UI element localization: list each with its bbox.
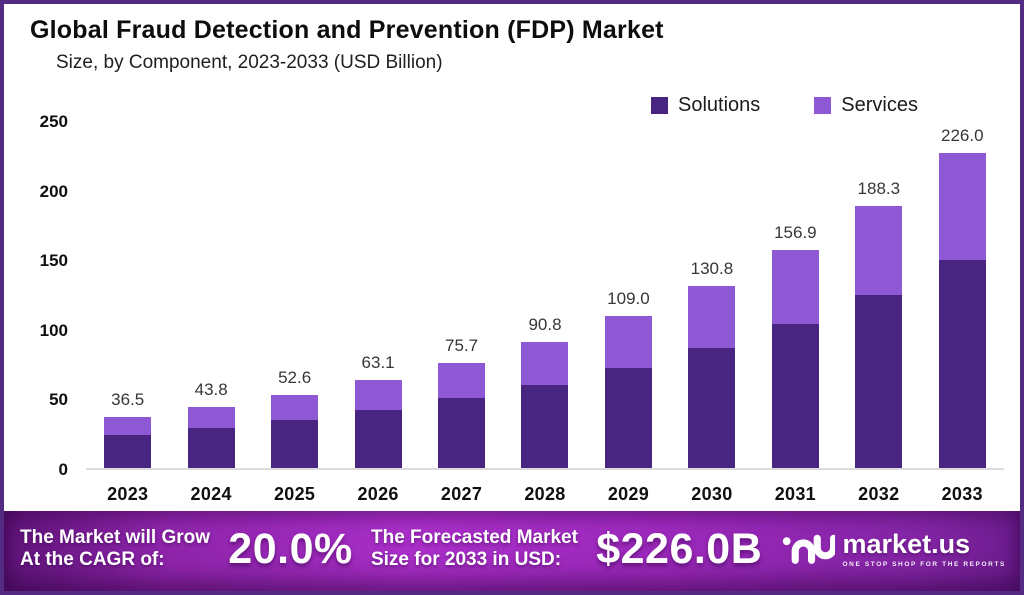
bar-value-label: 130.8 (690, 259, 734, 279)
bar-segment-services-2032 (855, 205, 903, 295)
bar-value-label: 90.8 (528, 314, 562, 334)
plot-area: 36.5 43.8 52.6 63.1 75.7 90.8 109.0 130.8 156.9 1… (86, 122, 1004, 470)
x-axis-label-2033: 2033 (941, 484, 983, 504)
bar-group-2029: 109.0 (587, 122, 670, 468)
bar-segment-solutions-2033 (938, 260, 986, 468)
bar-value-label: 188.3 (857, 178, 901, 198)
chart-subtitle: Size, by Component, 2023-2033 (USD Billi… (56, 52, 443, 73)
bar-segment-services-2028 (521, 341, 569, 385)
y-axis-tick-label: 100 (39, 320, 68, 340)
chart-panel: Global Fraud Detection and Prevention (F… (4, 16, 1020, 527)
forecast-intro-line2: Size for 2033 in USD: (370, 549, 562, 570)
bar-group-2028: 90.8 (503, 122, 586, 468)
bar-segment-solutions-2026 (354, 410, 402, 468)
cagr-value: 20.0% (228, 524, 353, 573)
bar-segment-services-2026 (354, 380, 402, 411)
x-axis-label-2025: 2025 (274, 484, 316, 504)
y-axis-tick-label: 250 (39, 112, 68, 131)
y-axis-tick-label: 50 (49, 390, 68, 410)
bar-segment-services-2027 (438, 362, 486, 399)
bar-group-2031: 156.9 (754, 122, 837, 468)
x-axis-label-2030: 2030 (691, 484, 733, 504)
bar-segment-solutions-2029 (604, 367, 652, 468)
bar-segment-solutions-2032 (855, 295, 903, 468)
cagr-intro-line1: The Market will Grow (20, 526, 211, 548)
legend-item-label: Services (841, 94, 918, 116)
cagr-intro-line2: At the CAGR of: (20, 549, 165, 570)
chart-legend: Solutions Services (651, 94, 918, 117)
y-axis-tick-label: 0 (58, 460, 68, 479)
x-axis-label-2029: 2029 (607, 484, 650, 504)
legend-item-solutions: Solutions (651, 94, 760, 117)
brand-logo: market.us ONE STOP SHOP FOR THE REPORTS (781, 527, 1006, 571)
footer-banner: The Market will Grow At the CAGR of: 20.… (4, 511, 1020, 591)
bar-value-label: 63.1 (361, 353, 395, 373)
bar-segment-solutions-2024 (187, 427, 235, 468)
y-axis-tick-label: 150 (39, 251, 68, 271)
legend-swatch (814, 97, 832, 114)
bar-value-label: 109.0 (607, 289, 650, 309)
x-axis: 2023 2024 2025 2026 2027 2028 2029 2030 2031 2032… (86, 484, 1004, 505)
bar-group-2033: 226.0 (921, 122, 1004, 468)
bar-group-2024: 43.8 (169, 122, 252, 468)
bar-segment-services-2030 (688, 286, 736, 348)
bar-segment-services-2024 (187, 407, 235, 428)
cagr-intro-text: The Market will Grow At the CAGR of: (20, 527, 210, 572)
x-axis-label-2027: 2027 (440, 484, 483, 504)
x-axis-label-2026: 2026 (357, 484, 399, 504)
bar-segment-services-2023 (104, 417, 152, 435)
bar-segment-solutions-2025 (271, 419, 319, 468)
legend-item-label: Solutions (678, 94, 761, 116)
bar-segment-solutions-2030 (688, 347, 736, 468)
bar-segment-services-2025 (271, 394, 319, 420)
bar-segment-services-2029 (604, 316, 652, 368)
bar-segment-solutions-2027 (438, 398, 486, 468)
x-axis-label-2023: 2023 (107, 484, 149, 504)
bar-group-2030: 130.8 (670, 122, 753, 468)
brand-name: market.us (842, 528, 971, 559)
legend-item-services: Services (814, 94, 918, 117)
bar-segment-services-2031 (771, 249, 819, 324)
marketus-mark-icon (782, 534, 835, 564)
x-axis-label-2031: 2031 (774, 484, 816, 504)
bar-segment-solutions-2023 (104, 434, 152, 468)
bar-value-label: 226.0 (940, 126, 984, 146)
bar-segment-services-2033 (938, 153, 986, 261)
forecast-intro-line1: The Forecasted Market (370, 526, 578, 548)
bar-group-2027: 75.7 (420, 122, 503, 468)
bar-value-label: 52.6 (278, 367, 312, 387)
bar-segment-solutions-2031 (771, 323, 819, 468)
bar-value-label: 75.7 (444, 335, 479, 355)
bar-value-label: 43.8 (194, 380, 228, 400)
legend-swatch (651, 97, 669, 114)
y-axis-tick-label: 200 (39, 181, 68, 201)
bar-segment-solutions-2028 (521, 384, 569, 468)
brand-text-block: market.us ONE STOP SHOP FOR THE REPORTS (842, 528, 1006, 568)
brand-tagline: ONE STOP SHOP FOR THE REPORTS (842, 560, 1006, 568)
bar-group-2032: 188.3 (837, 122, 920, 468)
x-axis-label-2028: 2028 (524, 484, 566, 504)
x-axis-label-2032: 2032 (858, 484, 900, 504)
bar-value-label: 156.9 (774, 222, 817, 242)
bar-value-label: 36.5 (111, 390, 145, 410)
bar-group-2023: 36.5 (86, 122, 169, 468)
bar-group-2026: 63.1 (336, 122, 419, 468)
x-axis-label-2024: 2024 (190, 484, 232, 504)
bar-group-2025: 52.6 (253, 122, 336, 468)
forecast-intro-text: The Forecasted Market Size for 2033 in U… (371, 527, 578, 572)
page-title: Global Fraud Detection and Prevention (F… (30, 16, 664, 44)
forecast-value: $226.0B (596, 524, 763, 573)
